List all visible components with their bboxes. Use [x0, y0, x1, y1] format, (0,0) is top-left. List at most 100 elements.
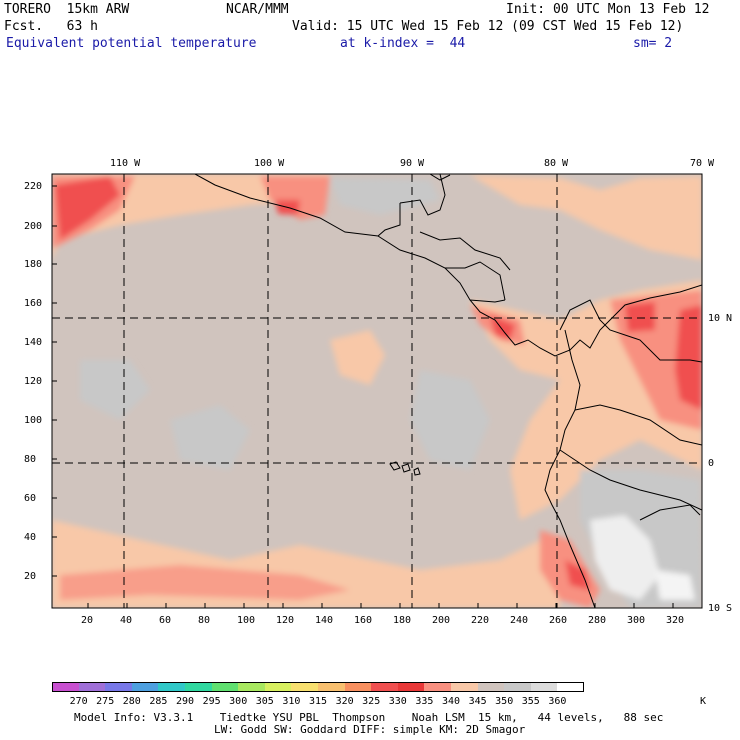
y-axis-label: 120 — [24, 376, 43, 387]
y-axis-label: 60 — [24, 493, 37, 504]
border-nicaragua — [445, 261, 506, 301]
colorbar-unit: K — [699, 696, 707, 707]
y-axis-label: 220 — [24, 181, 43, 192]
colorbar-swatch — [185, 682, 212, 692]
colorbar-swatch — [477, 682, 505, 692]
red-core-east — [675, 305, 702, 410]
lon-label: 100 W — [254, 158, 285, 169]
colorbar-swatch — [318, 682, 345, 692]
colorbar-swatch — [105, 682, 132, 692]
lat-label: 0 — [708, 458, 715, 469]
colorbar-label: 325 — [362, 696, 381, 707]
y-axis-label: 80 — [24, 454, 37, 465]
coastlines — [194, 174, 702, 608]
y-axis-label: 100 — [24, 415, 43, 426]
coastline-yucatan — [399, 174, 446, 216]
y-axis-label: 160 — [24, 298, 43, 309]
colorbar-label: 275 — [96, 696, 115, 707]
colorbar-swatch — [557, 682, 584, 692]
salmon-band-south — [60, 565, 350, 600]
border-mexico — [377, 203, 401, 237]
lon-label: 90 W — [400, 158, 425, 169]
peach-region-caribbean — [470, 175, 702, 260]
lat-label: 10 N — [708, 313, 733, 324]
colorbar-label: 355 — [521, 696, 540, 707]
peach-patch-central — [330, 330, 385, 385]
colorbar-swatch — [344, 682, 372, 692]
valid-time: Valid: 15 UTC Wed 15 Feb 12 (09 CST Wed … — [292, 19, 684, 34]
model-title: TORERO 15km ARW — [4, 2, 130, 17]
border-peru-brazil — [639, 504, 701, 521]
lon-label: 70 W — [690, 158, 715, 169]
colorbar-label: 310 — [282, 696, 301, 707]
y-axis-label: 20 — [24, 571, 37, 582]
y-axis-label: 40 — [24, 532, 37, 543]
colorbar-label: 350 — [495, 696, 514, 707]
colorbar-swatch — [158, 682, 185, 692]
x-axis-label: 280 — [588, 615, 607, 626]
border-peru-north — [559, 449, 702, 511]
coastline-south-america — [544, 329, 596, 608]
coastline-cuba — [429, 174, 451, 181]
salmon-region-mexico — [260, 176, 330, 220]
x-axis-label: 80 — [198, 615, 211, 626]
model-info-physics: LW: Godd SW: Goddard DIFF: simple KM: 2D… — [214, 723, 526, 736]
lon-label: 110 W — [110, 158, 141, 169]
x-axis-label: 300 — [627, 615, 646, 626]
colorbar-label: 285 — [149, 696, 168, 707]
colorbar-label: 335 — [415, 696, 434, 707]
colorbar-swatch — [530, 682, 558, 692]
colorbar-swatch — [424, 682, 451, 692]
colorbar-label: 315 — [308, 696, 328, 707]
axis-ticks — [52, 185, 674, 608]
x-axis-label: 100 — [237, 615, 256, 626]
x-axis-label: 180 — [393, 615, 412, 626]
white-region-andes — [590, 515, 660, 600]
colorbar-label: 345 — [468, 696, 487, 707]
y-axis-label: 140 — [24, 337, 43, 348]
colorbar-swatch — [238, 682, 265, 692]
colorbar-label: 360 — [548, 696, 567, 707]
white-patch-bolivia — [655, 570, 695, 600]
colorbar-label: 330 — [388, 696, 407, 707]
colorbar-label: 300 — [229, 696, 248, 707]
red-core-venezuela — [625, 302, 655, 332]
border-colombia-venezuela — [559, 299, 702, 363]
coastline-central-america — [194, 174, 702, 357]
colorbar-swatch — [78, 682, 106, 692]
border-ecuador-colombia — [574, 404, 702, 446]
x-axis-label: 120 — [276, 615, 295, 626]
map-frame — [51, 173, 703, 609]
organization-label: NCAR/MMM — [226, 2, 289, 17]
grey-patch-center — [410, 370, 490, 470]
red-core-nw — [55, 176, 120, 240]
x-axis-label: 160 — [354, 615, 373, 626]
colorbar-swatch — [52, 682, 79, 692]
colorbar-label: 290 — [175, 696, 195, 707]
x-axis-label: 260 — [549, 615, 568, 626]
x-axis-label: 140 — [315, 615, 334, 626]
colorbar-swatch — [211, 682, 239, 692]
x-axis-label: 240 — [510, 615, 529, 626]
colorbar-swatch — [397, 682, 425, 692]
colorbar-swatch — [131, 682, 159, 692]
x-axis-label: 60 — [159, 615, 172, 626]
colorbar-label: 295 — [202, 696, 221, 707]
init-time: Init: 00 UTC Mon 13 Feb 12 — [506, 2, 710, 17]
level-label: at k-index = 44 — [340, 36, 466, 51]
lat-label: 10 S — [708, 603, 733, 614]
grey-patch-west — [80, 360, 150, 420]
x-axis-label: 20 — [81, 615, 94, 626]
colorbar-label: 280 — [122, 696, 141, 707]
forecast-hour: Fcst. 63 h — [4, 19, 98, 34]
model-info: Model Info: V3.3.1 Tiedtke YSU PBL Thomp… — [74, 711, 664, 724]
x-axis-label: 320 — [666, 615, 685, 626]
x-axis-label: 220 — [471, 615, 490, 626]
colorbar-label: 340 — [441, 696, 461, 707]
x-axis-label: 200 — [432, 615, 451, 626]
colorbar-label: 270 — [69, 696, 88, 707]
colorbar-label: 305 — [255, 696, 274, 707]
lat-lon-grid — [52, 174, 702, 608]
colorbar-swatch — [371, 682, 398, 692]
